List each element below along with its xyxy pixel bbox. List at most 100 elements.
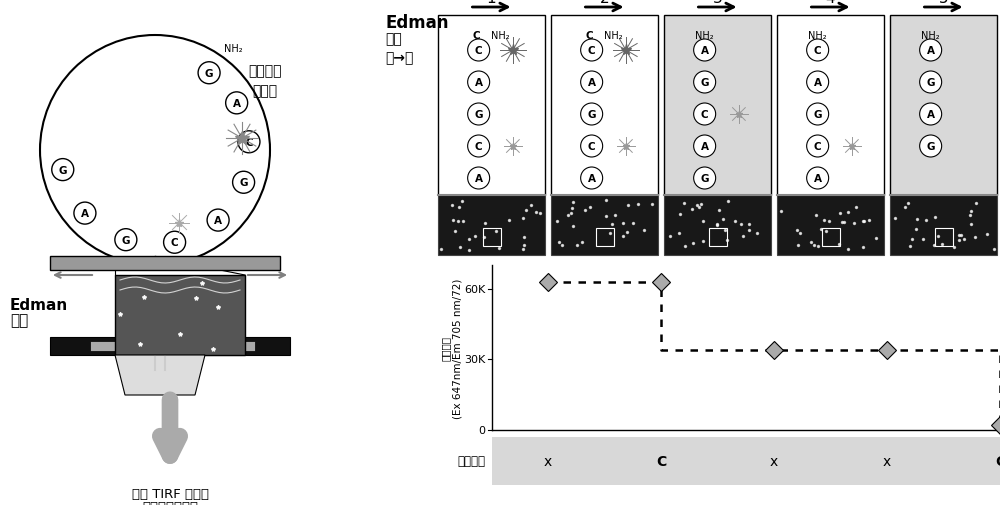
Point	[834, 219, 850, 227]
Circle shape	[694, 168, 716, 189]
Point	[831, 241, 847, 249]
Text: C: C	[814, 46, 821, 56]
Text: 5: 5	[939, 0, 948, 6]
Point	[720, 197, 736, 206]
Point	[934, 241, 950, 249]
Point	[861, 217, 877, 225]
Point	[967, 233, 983, 241]
Point	[619, 229, 635, 237]
Point	[677, 243, 693, 251]
Point	[840, 245, 856, 253]
Point	[818, 227, 834, 235]
Text: NH₂: NH₂	[491, 31, 509, 41]
Text: 3: 3	[713, 0, 722, 6]
Point	[693, 201, 709, 209]
Text: G: G	[205, 69, 213, 79]
Circle shape	[581, 168, 603, 189]
Point	[930, 233, 946, 241]
Point	[488, 228, 504, 236]
Point	[461, 236, 477, 244]
Point	[516, 241, 532, 249]
Text: A: A	[701, 46, 709, 56]
Circle shape	[694, 104, 716, 126]
Point	[741, 221, 757, 229]
Point	[711, 206, 727, 214]
Text: G: G	[700, 78, 709, 88]
Point	[986, 245, 1000, 254]
Circle shape	[468, 104, 490, 126]
Text: NH₂: NH₂	[224, 44, 243, 54]
Point	[855, 243, 871, 251]
Text: NH₂: NH₂	[695, 31, 714, 41]
Text: A: A	[701, 142, 709, 151]
Text: G: G	[474, 110, 483, 120]
Text: A: A	[814, 174, 822, 184]
Point	[433, 246, 449, 254]
Point	[560, 212, 576, 220]
Circle shape	[920, 72, 942, 94]
Circle shape	[233, 172, 255, 194]
Point	[868, 234, 884, 242]
Point	[565, 199, 581, 207]
Point	[904, 236, 920, 244]
Point	[620, 202, 636, 210]
Text: 60K: 60K	[464, 284, 486, 294]
Text: G: G	[239, 178, 248, 188]
Point	[926, 241, 942, 249]
Text: Edman: Edman	[385, 14, 449, 32]
Point	[574, 238, 590, 246]
Point	[741, 226, 757, 234]
Text: NH₂: NH₂	[604, 31, 622, 41]
Point	[598, 213, 614, 221]
Text: A: A	[214, 216, 222, 226]
Point	[564, 205, 580, 213]
Circle shape	[468, 72, 490, 94]
Point	[625, 220, 641, 228]
Text: C: C	[245, 137, 253, 147]
Point	[554, 241, 570, 249]
Point	[808, 212, 824, 220]
Point	[963, 220, 979, 228]
Point	[902, 243, 918, 251]
Point	[455, 218, 471, 226]
Point	[532, 210, 548, 218]
Bar	[115, 275, 245, 356]
Text: 进行单分子检测: 进行单分子检测	[142, 500, 198, 505]
Text: 固定化的: 固定化的	[248, 64, 282, 78]
Circle shape	[238, 131, 260, 154]
Text: 溶剂: 溶剂	[10, 313, 28, 328]
Text: 0: 0	[479, 425, 486, 435]
Point	[636, 226, 652, 234]
Point	[551, 238, 567, 246]
Point	[477, 219, 493, 227]
Circle shape	[581, 40, 603, 62]
Circle shape	[468, 136, 490, 158]
Point	[803, 238, 819, 246]
Circle shape	[807, 168, 829, 189]
Point	[445, 217, 461, 225]
Point	[789, 226, 805, 234]
Bar	[708, 229, 726, 246]
Point	[709, 221, 725, 229]
Text: C: C	[588, 142, 595, 151]
Point	[672, 211, 688, 219]
Bar	[438, 195, 545, 256]
Point	[887, 215, 903, 223]
Circle shape	[694, 72, 716, 94]
Bar	[50, 337, 290, 356]
Text: A: A	[927, 46, 935, 56]
Point	[454, 197, 470, 206]
Point	[806, 242, 822, 250]
Point	[836, 219, 852, 227]
Point	[685, 240, 701, 248]
Point	[602, 229, 618, 237]
Point	[855, 217, 871, 225]
Polygon shape	[115, 356, 205, 395]
Circle shape	[694, 136, 716, 158]
Point	[821, 218, 837, 226]
Point	[717, 226, 733, 234]
Point	[733, 221, 749, 229]
Point	[476, 234, 492, 242]
Circle shape	[807, 40, 829, 62]
Point	[577, 206, 593, 214]
